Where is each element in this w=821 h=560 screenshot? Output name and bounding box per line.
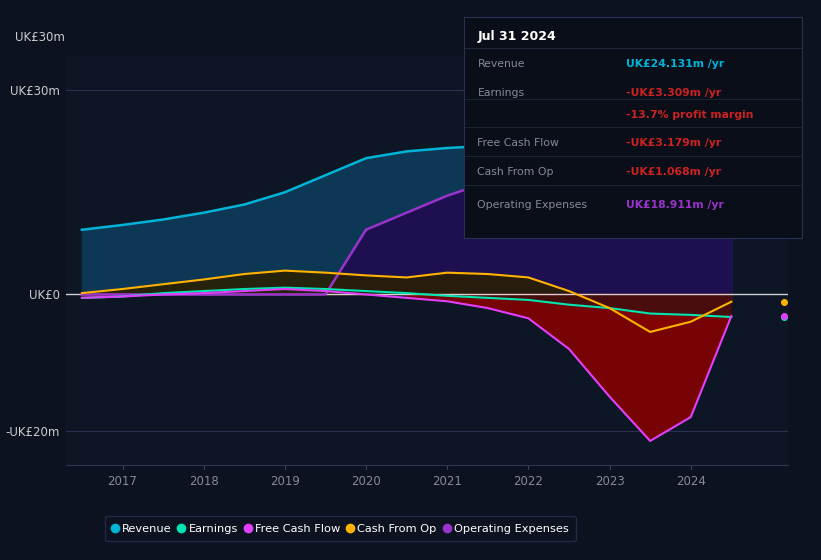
Text: UK£24.131m /yr: UK£24.131m /yr xyxy=(626,59,724,69)
Text: Jul 31 2024: Jul 31 2024 xyxy=(477,30,556,43)
Text: Operating Expenses: Operating Expenses xyxy=(477,200,587,211)
Legend: Revenue, Earnings, Free Cash Flow, Cash From Op, Operating Expenses: Revenue, Earnings, Free Cash Flow, Cash … xyxy=(105,516,576,541)
Text: Earnings: Earnings xyxy=(477,87,525,97)
Text: -UK£1.068m /yr: -UK£1.068m /yr xyxy=(626,167,722,177)
Text: -UK£3.309m /yr: -UK£3.309m /yr xyxy=(626,87,722,97)
Text: -UK£3.179m /yr: -UK£3.179m /yr xyxy=(626,138,722,148)
Text: UK£30m: UK£30m xyxy=(15,31,65,44)
Text: Revenue: Revenue xyxy=(477,59,525,69)
Text: Free Cash Flow: Free Cash Flow xyxy=(477,138,559,148)
Text: UK£18.911m /yr: UK£18.911m /yr xyxy=(626,200,724,211)
Text: -13.7% profit margin: -13.7% profit margin xyxy=(626,110,754,120)
Text: Cash From Op: Cash From Op xyxy=(477,167,554,177)
